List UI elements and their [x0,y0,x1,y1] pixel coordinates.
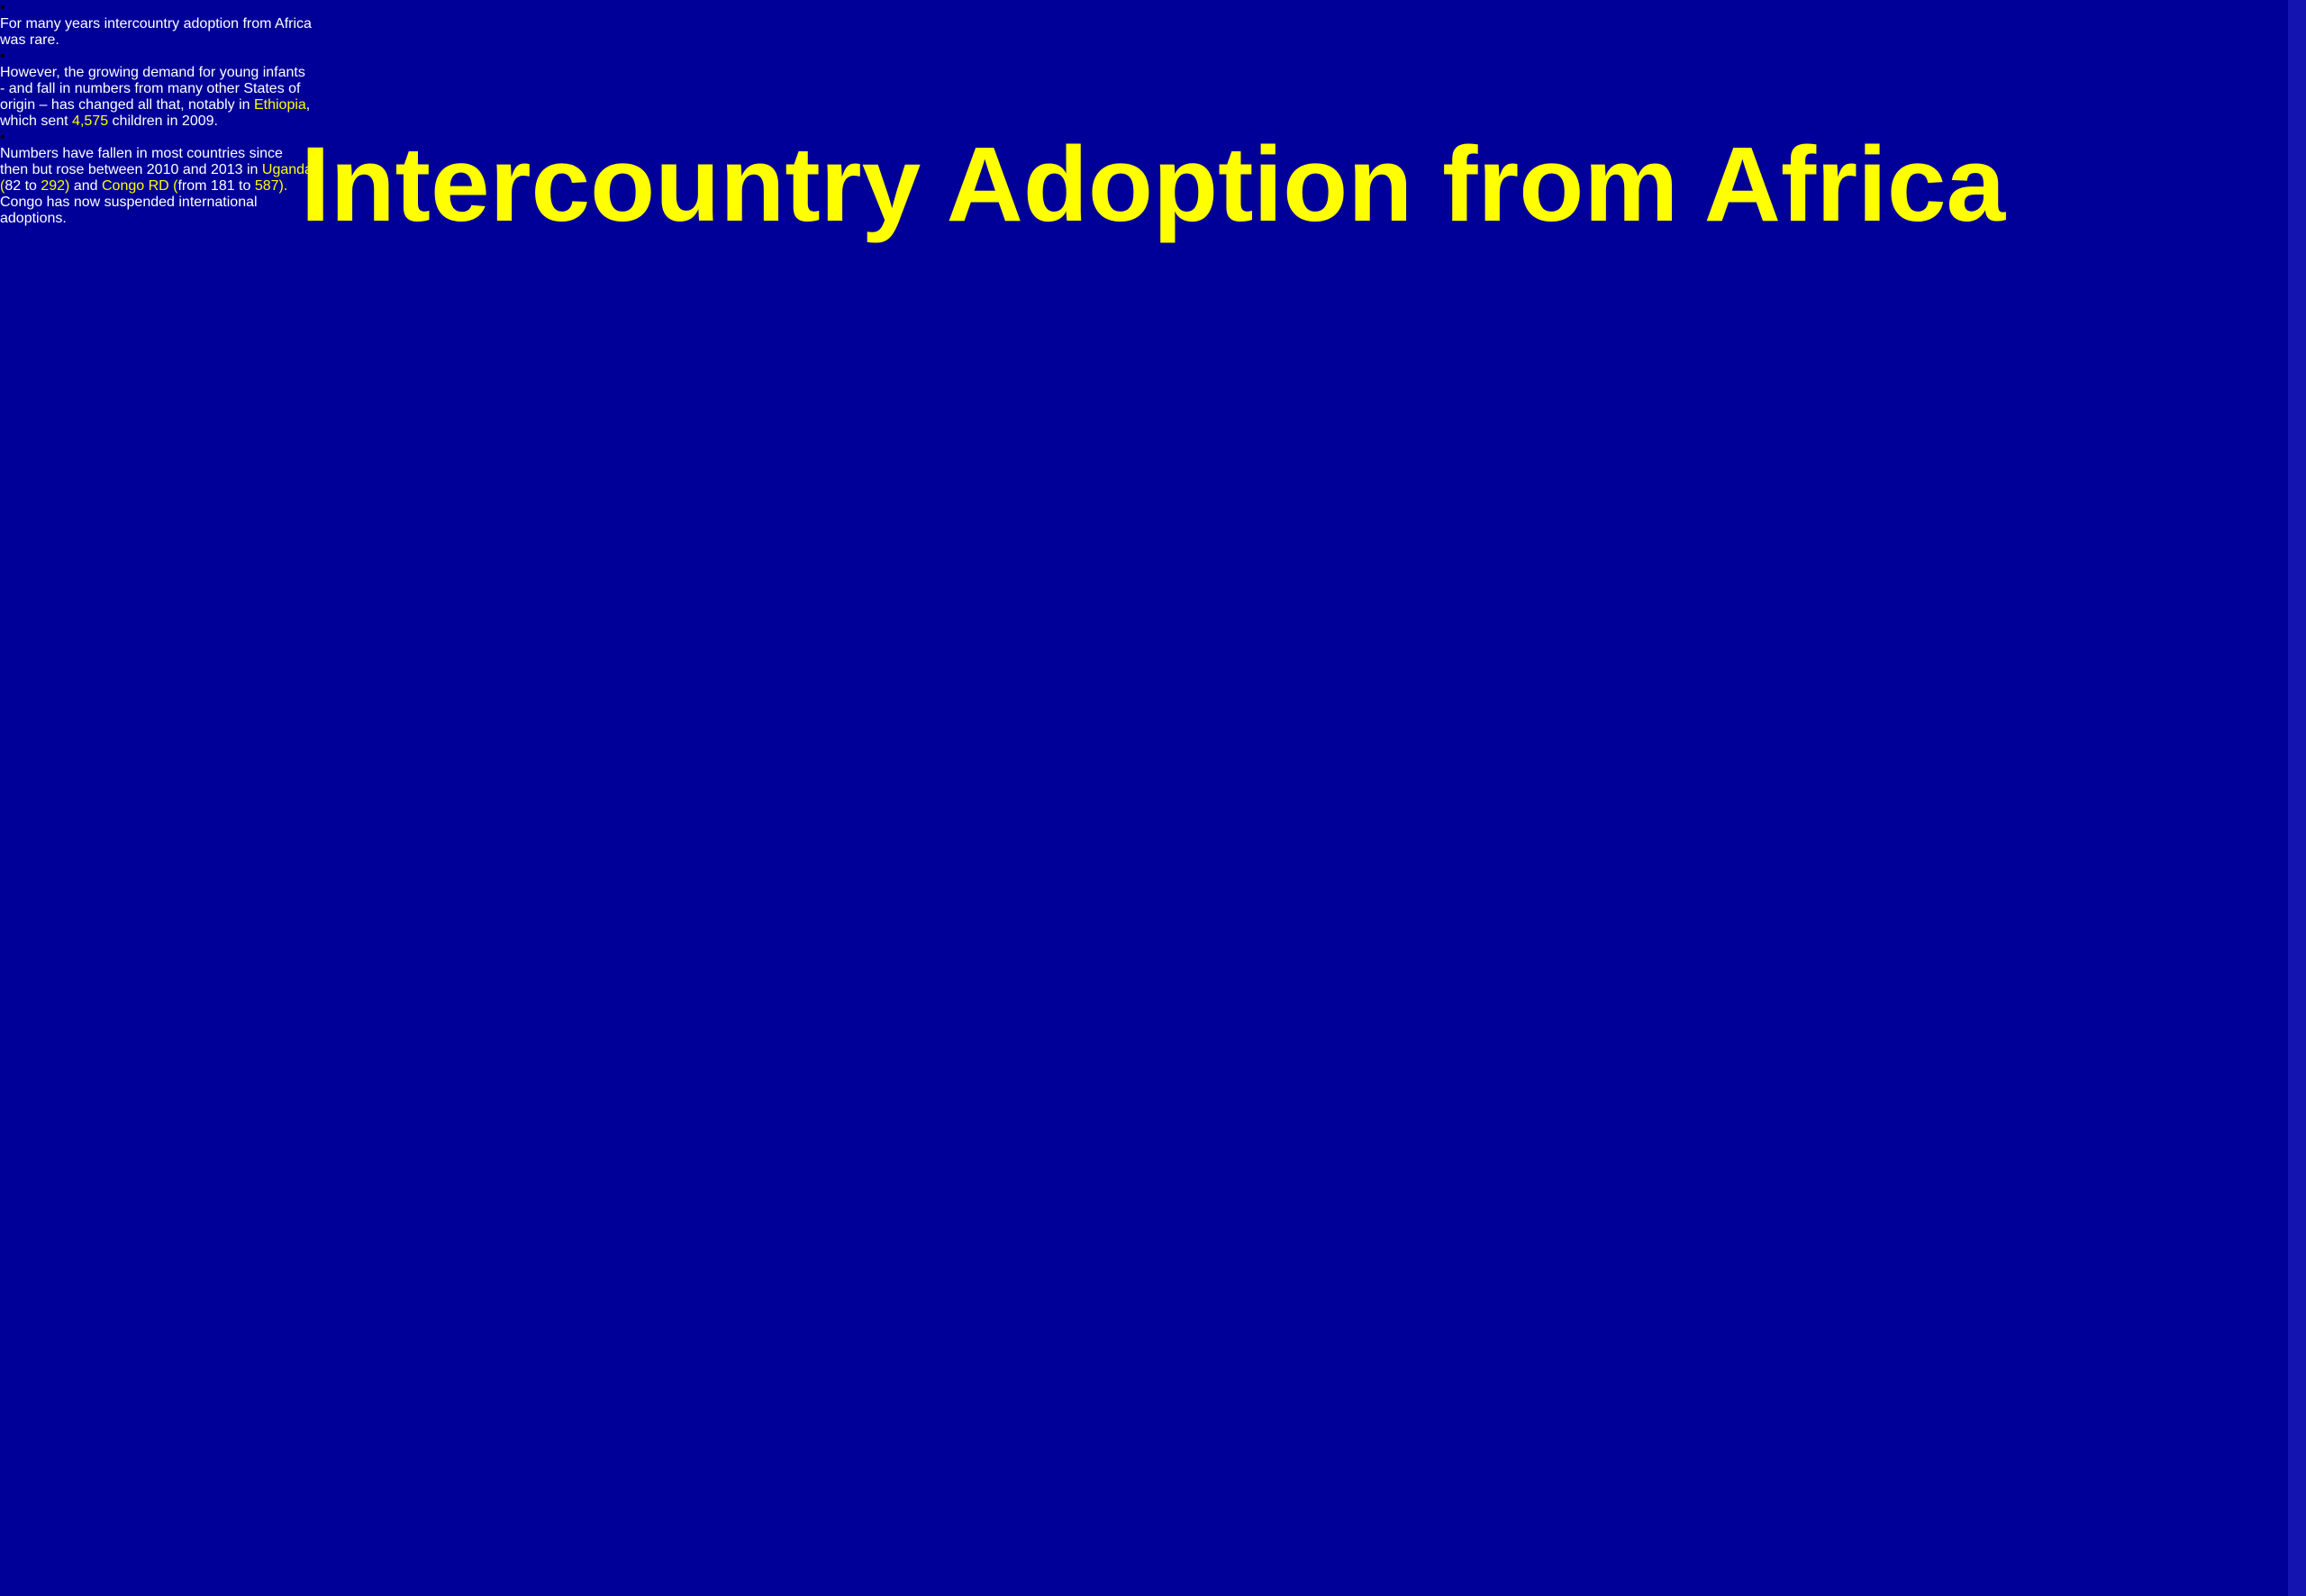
text-run: Congo has now suspended international [0,195,258,210]
text-line: - and fall in numbers from many other St… [0,81,2306,97]
text-run: then but rose between 2010 and 2013 in [0,162,262,177]
text-run: origin – has changed all that, notably i… [0,97,254,113]
text-run: which sent [0,113,73,129]
text-run: Congo RD ( [101,178,178,194]
text-run: 587). [254,178,288,194]
text-run: 82 to [5,178,41,194]
text-line: However, the growing demand for young in… [0,65,2306,81]
bullet-marker: • [0,0,5,15]
text-line: Numbers have fallen in most countries si… [0,146,2306,162]
text-run: and [69,178,102,194]
text-run: children in 2009. [108,113,218,129]
slide-title: Intercountry Adoption from Africa [300,125,2006,244]
text-run: was rare. [0,32,59,48]
text-run: adoptions. [0,211,67,226]
text-run: from 181 to [177,178,255,194]
text-run: 4,575 [72,113,109,129]
text-run: ( [0,178,5,194]
text-line: Congo has now suspended international [0,195,2306,211]
text-line: origin – has changed all that, notably i… [0,97,2306,113]
text-line: then but rose between 2010 and 2013 in U… [0,162,2306,178]
text-line: which sent 4,575 children in 2009. [0,113,2306,130]
text-line: For many years intercountry adoption fro… [0,16,2306,32]
text-run: Uganda [261,162,313,177]
bullet-marker: • [0,49,5,64]
text-run: However, the growing demand for young in… [0,65,305,80]
text-run: For many years intercountry adoption fro… [0,16,312,32]
text-run: 292) [41,178,70,194]
text-line: (82 to 292) and Congo RD (from 181 to 58… [0,178,2306,195]
text-run: Ethiopia [253,97,306,113]
bullet-marker: • [0,130,5,145]
text-run: , [305,97,311,113]
text-run: Numbers have fallen in most countries si… [0,146,283,161]
slide-edge [2288,0,2306,1596]
text-run: - and fall in numbers from many other St… [0,81,301,96]
text-line: was rare. [0,32,2306,49]
text-line: adoptions. [0,211,2306,227]
